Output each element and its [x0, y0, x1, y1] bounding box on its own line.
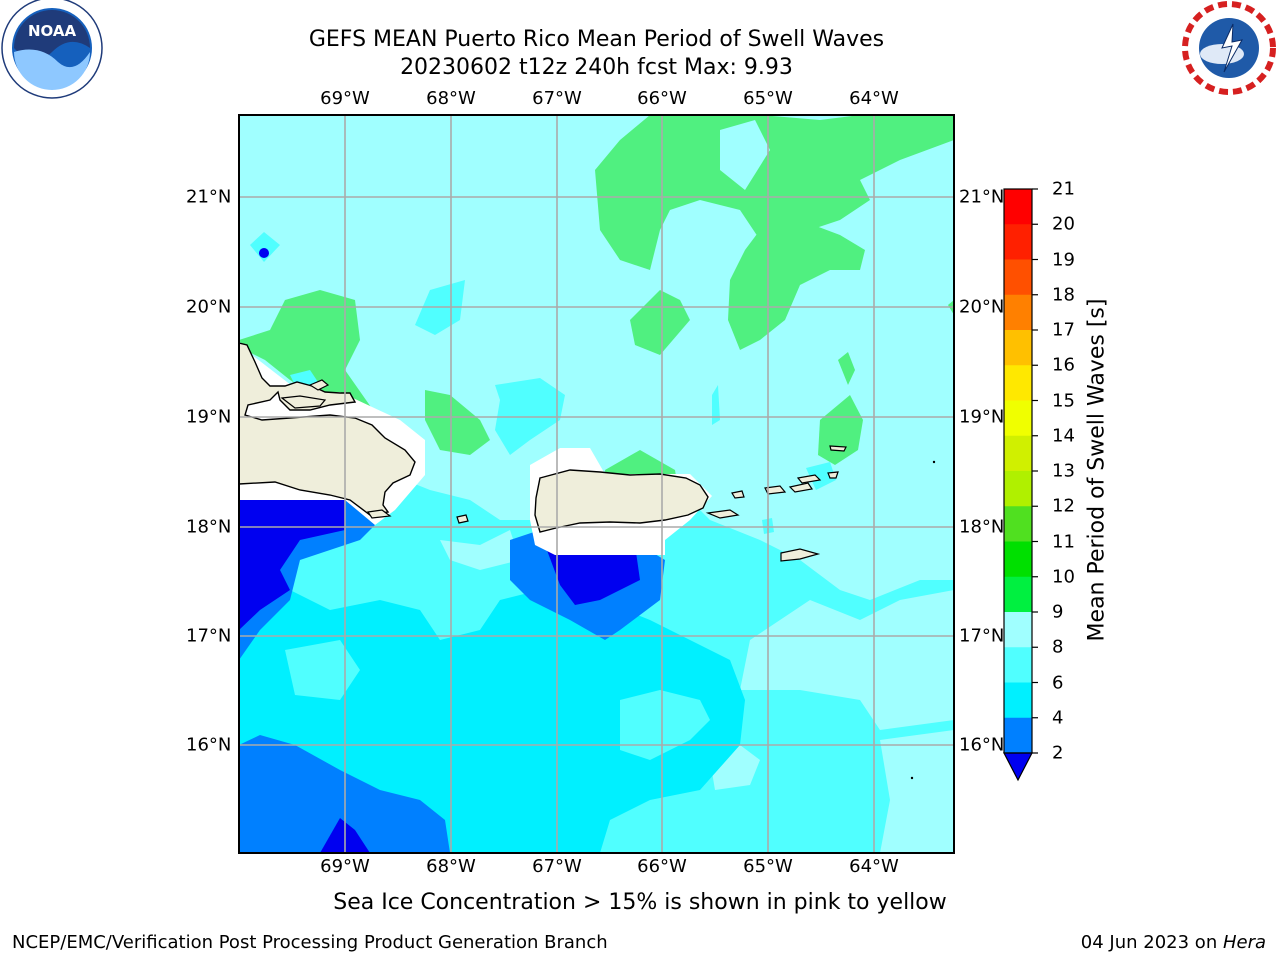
colorbar-tick-label: 17 — [1052, 319, 1075, 341]
svg-text:NOAA: NOAA — [28, 22, 77, 40]
nws-logo — [1182, 1, 1276, 95]
colorbar-segment — [1004, 224, 1032, 260]
colorbar-segment — [1004, 541, 1032, 578]
sea-ice-caption: Sea Ice Concentration > 15% is shown in … — [333, 890, 947, 915]
colorbar-label: Mean Period of Swell Waves [s] — [1084, 298, 1110, 642]
lat-label-right: 21°N — [959, 186, 1005, 208]
colorbar-tick-label: 18 — [1052, 284, 1075, 306]
footer-date: 04 Jun 2023 on Hera — [1081, 932, 1266, 953]
colorbar-extend-arrow — [1003, 752, 1033, 782]
colorbar-segment — [1004, 189, 1032, 225]
colorbar-segment — [1004, 471, 1032, 507]
lat-label-left: 18°N — [186, 516, 232, 538]
colorbar-tick-label: 4 — [1052, 707, 1064, 729]
colorbar-segment — [1004, 365, 1032, 401]
lat-label-left: 21°N — [186, 186, 232, 208]
colorbar-tick-label: 20 — [1052, 213, 1075, 235]
colorbar-segment — [1004, 259, 1032, 296]
colorbar-tick-label: 19 — [1052, 249, 1075, 270]
lon-label-top: 64°W — [849, 88, 899, 109]
lon-label-bottom: 67°W — [532, 856, 582, 877]
colorbar-segment — [1004, 294, 1032, 331]
lat-label-left: 20°N — [186, 296, 232, 318]
lat-label-right: 19°N — [959, 406, 1005, 428]
colorbar-tick-label: 8 — [1052, 636, 1064, 658]
map-gridlines — [239, 115, 954, 853]
lat-label-left: 16°N — [186, 734, 232, 756]
lon-label-bottom: 69°W — [320, 856, 370, 877]
colorbar-tick-label: 16 — [1052, 354, 1075, 376]
colorbar-tick-label: 6 — [1052, 672, 1064, 693]
lon-label-bottom: 65°W — [743, 856, 793, 877]
lon-label-top: 69°W — [320, 88, 370, 109]
colorbar-segment — [1004, 330, 1032, 366]
lat-label-right: 20°N — [959, 296, 1005, 318]
lat-label-right: 18°N — [959, 516, 1005, 538]
colorbar-tick-label: 2 — [1052, 742, 1064, 764]
colorbar-segment — [1004, 435, 1032, 472]
lon-label-bottom: 66°W — [637, 856, 687, 877]
footer-host: Hera — [1222, 932, 1266, 953]
lon-label-bottom: 64°W — [849, 856, 899, 877]
lon-label-top: 68°W — [426, 88, 476, 109]
footer-credit: NCEP/EMC/Verification Post Processing Pr… — [12, 932, 608, 953]
map-area — [239, 115, 954, 853]
chart-title: GEFS MEAN Puerto Rico Mean Period of Swe… — [308, 27, 885, 52]
colorbar-segment — [1004, 612, 1032, 648]
colorbar-tick-label: 13 — [1052, 460, 1075, 482]
colorbar-segment — [1004, 647, 1032, 683]
lat-label-left: 17°N — [186, 625, 232, 647]
colorbar-segment — [1004, 682, 1032, 719]
colorbar-segment — [1004, 717, 1032, 754]
colorbar-tick-label: 21 — [1052, 178, 1075, 200]
footer-date-text: 04 Jun 2023 on — [1080, 932, 1223, 953]
colorbar-tick-label: 9 — [1052, 601, 1064, 623]
lat-label-left: 19°N — [186, 406, 232, 428]
colorbar-tick-label: 10 — [1052, 566, 1075, 588]
colorbar-tick-label: 14 — [1052, 425, 1075, 447]
lat-label-right: 17°N — [959, 625, 1005, 647]
lon-label-top: 67°W — [532, 88, 582, 109]
lon-label-bottom: 68°W — [426, 856, 476, 877]
colorbar — [1003, 188, 1038, 782]
lat-label-right: 16°N — [959, 734, 1005, 756]
noaa-logo: NOAA — [1, 0, 103, 99]
lon-label-top: 65°W — [743, 88, 793, 109]
colorbar-segment — [1004, 400, 1032, 437]
lon-label-top: 66°W — [637, 88, 687, 109]
colorbar-segment — [1004, 576, 1032, 613]
colorbar-tick-label: 12 — [1052, 495, 1075, 517]
chart-subtitle: 20230602 t12z 240h fcst Max: 9.93 — [400, 55, 793, 80]
colorbar-tick-label: 15 — [1052, 390, 1075, 411]
colorbar-segment — [1004, 506, 1032, 542]
map-frame — [238, 114, 955, 854]
colorbar-tick-label: 11 — [1052, 531, 1075, 552]
